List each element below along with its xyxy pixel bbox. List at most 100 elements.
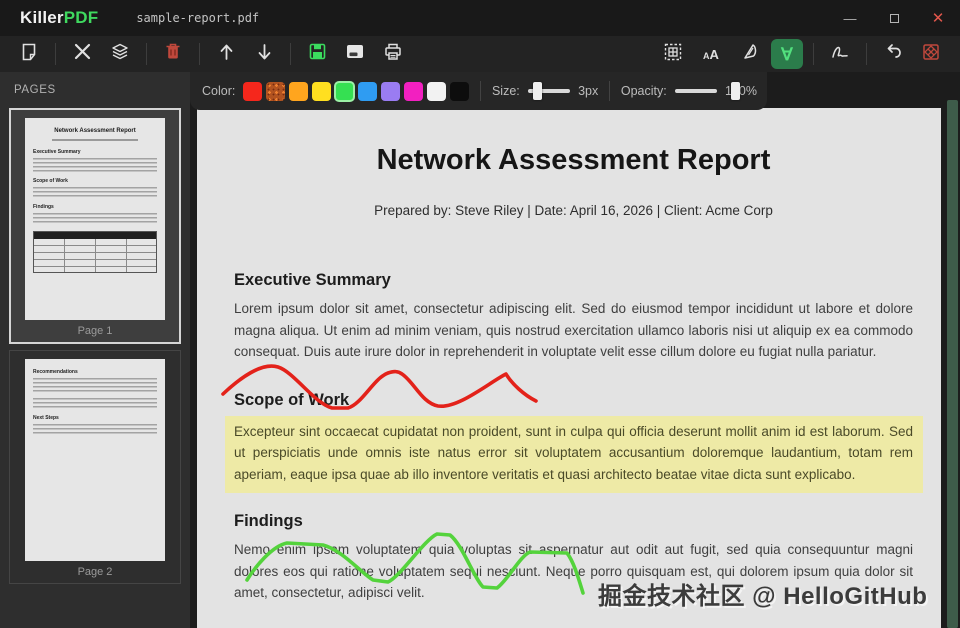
vertical-scrollbar[interactable]	[947, 100, 958, 628]
opacity-slider-track	[674, 89, 718, 93]
section-text-executive-summary: Lorem ipsum dolor sit amet, consectetur …	[234, 301, 913, 359]
size-slider-track	[527, 89, 571, 93]
annotation-settings-bar: Color: Size: 3px Opacity: 100%	[190, 72, 767, 110]
save-button[interactable]	[301, 39, 333, 69]
color-swatch-magenta[interactable]	[404, 81, 424, 101]
thumb-text-lines	[33, 158, 157, 173]
color-swatch-black[interactable]	[450, 81, 470, 101]
size-slider[interactable]	[527, 82, 571, 100]
color-swatch-yellow[interactable]	[312, 81, 332, 101]
thumb-1-byline-line	[51, 139, 139, 141]
app-logo: KillerPDF	[20, 8, 98, 28]
delete-page-button[interactable]	[157, 39, 189, 69]
printer-icon	[384, 43, 402, 66]
color-swatches	[243, 80, 470, 102]
close-button[interactable]: ✕	[931, 10, 945, 27]
color-swatch-orange[interactable]	[289, 81, 309, 101]
thumb-1-title: Network Assessment Report	[54, 128, 136, 134]
section-heading-executive-summary: Executive Summary	[234, 271, 391, 289]
color-swatch-copper-textured[interactable]	[266, 81, 286, 101]
close-document-button[interactable]	[66, 39, 98, 69]
document-title: Network Assessment Report	[376, 144, 771, 176]
thumb-2-heading-reco: Recommendations	[33, 369, 78, 375]
undo-icon	[885, 43, 902, 65]
pages-panel-title: PAGES	[14, 84, 56, 96]
app-logo-text-1: Killer	[20, 8, 64, 27]
page-1-preview: Network Assessment Report Executive Summ…	[25, 118, 165, 320]
content-area: PAGES Network Assessment Report Executiv…	[0, 72, 960, 628]
opacity-label: Opacity:	[620, 84, 667, 98]
window-controls: — ✕	[828, 0, 960, 36]
thumb-text-lines	[33, 424, 157, 435]
arrow-up-icon	[218, 43, 235, 66]
document-filename: sample-report.pdf	[136, 11, 260, 25]
watermark-text: 掘金技术社区 @ HelloGitHub	[598, 583, 928, 610]
annobar-separator	[480, 81, 481, 101]
maximize-button[interactable]	[872, 0, 916, 36]
thumb-1-heading-exec: Executive Summary	[33, 149, 81, 155]
signature-tool-button[interactable]	[824, 39, 856, 69]
color-swatch-white[interactable]	[427, 81, 447, 101]
annobar-separator	[609, 81, 610, 101]
arrow-down-icon	[256, 43, 273, 66]
opacity-slider-thumb[interactable]	[730, 82, 740, 100]
page-thumbnail-1[interactable]: Network Assessment Report Executive Summ…	[9, 108, 181, 344]
thumb-text-lines	[33, 187, 157, 199]
print-button[interactable]	[377, 39, 409, 69]
thumb-text-lines	[33, 378, 157, 393]
opacity-value: 100%	[725, 84, 758, 98]
color-swatch-purple[interactable]	[381, 81, 401, 101]
title-bar: KillerPDF sample-report.pdf — ✕	[0, 0, 960, 36]
section-heading-scope-of-work: Scope of Work	[234, 390, 350, 409]
move-page-up-button[interactable]	[210, 39, 242, 69]
thumb-2-heading-next: Next Steps	[33, 415, 59, 421]
document-viewer: Network Assessment Report Prepared by: S…	[190, 72, 960, 628]
color-swatch-blue[interactable]	[358, 81, 378, 101]
highlight-annotation[interactable]: Excepteur sint occaecat cupidatat non pr…	[225, 415, 923, 493]
highlighter-tool-button[interactable]	[733, 39, 765, 69]
move-page-down-button[interactable]	[248, 39, 280, 69]
color-swatch-red[interactable]	[243, 81, 263, 101]
layers-icon	[111, 43, 129, 66]
export-image-button[interactable]	[339, 39, 371, 69]
save-floppy-icon	[309, 43, 326, 65]
toolbar-separator	[813, 43, 814, 65]
thumb-text-lines	[33, 213, 157, 225]
minimize-button[interactable]: —	[843, 10, 857, 26]
thumb-1-heading-findings: Findings	[33, 204, 54, 210]
opacity-slider[interactable]	[674, 82, 740, 100]
section-text-scope-of-work: Excepteur sint occaecat cupidatat non pr…	[234, 423, 913, 482]
draw-tool-button[interactable]: ∀	[771, 39, 803, 69]
toolbar-separator	[290, 43, 291, 65]
size-value: 3px	[578, 84, 599, 98]
clear-annotations-button[interactable]	[915, 39, 947, 69]
color-swatch-green[interactable]	[334, 80, 356, 102]
document-byline: Prepared by: Steve Riley | Date: April 1…	[374, 203, 773, 218]
highlighter-pen-icon	[741, 43, 758, 65]
undo-button[interactable]	[877, 39, 909, 69]
eraser-icon	[922, 43, 940, 66]
pages-sidebar: PAGES Network Assessment Report Executiv…	[0, 72, 190, 628]
toolbar-separator	[199, 43, 200, 65]
pdf-page: Network Assessment Report Prepared by: S…	[197, 108, 941, 628]
close-x-icon	[74, 43, 91, 65]
size-slider-thumb[interactable]	[532, 82, 542, 100]
toolbar-separator	[55, 43, 56, 65]
maximize-icon	[889, 13, 899, 23]
signature-icon	[831, 44, 849, 65]
thumb-text-lines	[33, 398, 157, 410]
app-logo-text-2: PDF	[63, 8, 99, 27]
trash-icon	[165, 43, 181, 65]
thumb-1-table	[33, 231, 157, 273]
page-thumbnail-2[interactable]: Recommendations Next Steps Page 2	[9, 350, 181, 584]
layers-button[interactable]	[104, 39, 136, 69]
select-area-button[interactable]	[657, 39, 689, 69]
section-heading-findings: Findings	[234, 512, 303, 530]
size-label: Size:	[491, 84, 520, 98]
new-page-button[interactable]	[13, 39, 45, 69]
page-2-preview: Recommendations Next Steps	[25, 359, 165, 561]
page-2-label: Page 2	[77, 566, 113, 578]
grid-select-icon	[664, 43, 682, 66]
